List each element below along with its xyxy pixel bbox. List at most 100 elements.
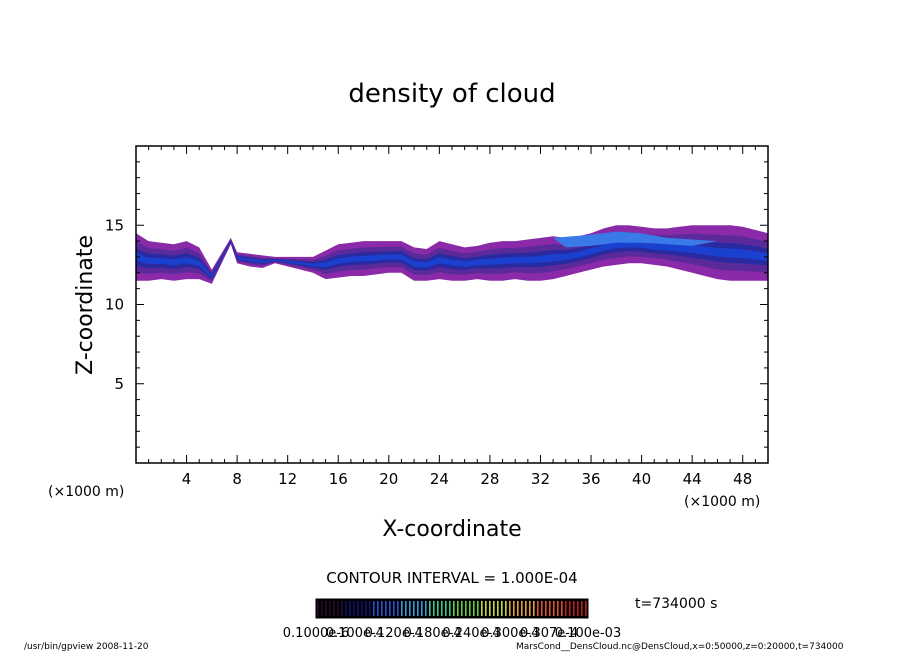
colorbar-stripe	[497, 601, 499, 616]
colorbar-stripe	[461, 601, 463, 616]
colorbar-stripe	[509, 601, 511, 616]
colorbar-stripe	[573, 601, 575, 616]
colorbar-stripe	[545, 601, 547, 616]
footer-left: /usr/bin/gpview 2008-11-20	[24, 642, 149, 652]
x-tick-label: 48	[733, 470, 752, 488]
x-tick-labels: 4 8 12 16 20 24 28 32 36 40 44 48	[182, 470, 752, 488]
colorbar-stripe	[553, 601, 555, 616]
colorbar-label: 0.1000e-6	[283, 626, 349, 641]
time-label: t=734000 s	[635, 596, 717, 612]
colorbar-stripe	[517, 601, 519, 616]
colorbar-stripe	[521, 601, 523, 616]
colorbar-stripe	[325, 601, 327, 616]
colorbar-stripe	[465, 601, 467, 616]
colorbar-stripe	[321, 601, 323, 616]
colorbar-label: 0.307e-4	[520, 626, 578, 641]
colorbar-label: 0.300e-4	[481, 626, 539, 641]
colorbar-stripe	[373, 601, 375, 616]
colorbar-stripe	[409, 601, 411, 616]
y-tick-label: 5	[114, 375, 124, 393]
colorbar-stripe	[341, 601, 343, 616]
colorbar-stripe	[485, 601, 487, 616]
colorbar-stripe	[549, 601, 551, 616]
y-tick-label: 15	[105, 216, 124, 234]
colorbar-stripe	[561, 601, 563, 616]
x-tick-label: 16	[329, 470, 348, 488]
colorbar-stripe	[489, 601, 491, 616]
colorbar-stripe	[353, 601, 355, 616]
colorbar-stripe	[405, 601, 407, 616]
colorbar-stripe	[437, 601, 439, 616]
colorbar-stripe	[377, 601, 379, 616]
colorbar-stripe	[445, 601, 447, 616]
colorbar-stripe	[385, 601, 387, 616]
colorbar-stripe	[365, 601, 367, 616]
colorbar-stripe	[581, 601, 583, 616]
colorbar-stripe	[501, 601, 503, 616]
colorbar-stripe	[393, 601, 395, 616]
colorbar-stripe	[525, 601, 527, 616]
x-tick-label: 12	[278, 470, 297, 488]
colorbar-stripe	[569, 601, 571, 616]
colorbar	[316, 599, 588, 618]
colorbar-label: 0.120e-4	[365, 626, 423, 641]
colorbar-stripe	[345, 601, 347, 616]
plot-frame	[135, 145, 769, 464]
colorbar-stripe	[481, 601, 483, 616]
colorbar-stripe	[369, 601, 371, 616]
colorbar-stripe	[585, 601, 587, 616]
colorbar-stripe	[413, 601, 415, 616]
colorbar-stripe	[433, 601, 435, 616]
chart-title: density of cloud	[348, 79, 555, 109]
colorbar-stripe	[389, 601, 391, 616]
colorbar-label: 0.180e-4	[403, 626, 461, 641]
colorbar-stripe	[513, 601, 515, 616]
colorbar-stripe	[565, 601, 567, 616]
cloud-field	[136, 225, 768, 284]
colorbar-label: 0.100e-4	[326, 626, 384, 641]
colorbar-stripe	[505, 601, 507, 616]
colorbar-stripe	[453, 601, 455, 616]
colorbar-stripe	[441, 601, 443, 616]
colorbar-stripe	[397, 601, 399, 616]
colorbar-stripe	[477, 601, 479, 616]
x-tick-label: 40	[632, 470, 651, 488]
footer-right: MarsCond__DensCloud.nc@DensCloud,x=0:500…	[516, 642, 844, 652]
colorbar-stripe	[317, 601, 319, 616]
colorbar-stripe	[401, 601, 403, 616]
colorbar-stripe	[421, 601, 423, 616]
x-unit-right: (×1000 m)	[684, 494, 760, 510]
x-tick-label: 32	[531, 470, 550, 488]
x-tick-label: 28	[480, 470, 499, 488]
colorbar-stripe	[449, 601, 451, 616]
x-tick-label: 44	[683, 470, 702, 488]
x-axis-label: X-coordinate	[382, 517, 521, 542]
colorbar-stripe	[417, 601, 419, 616]
colorbar-stripe	[469, 601, 471, 616]
colorbar-stripe	[349, 601, 351, 616]
colorbar-stripe	[493, 601, 495, 616]
x-tick-label: 36	[581, 470, 600, 488]
y-tick-labels: 5 10 15	[105, 216, 124, 393]
colorbar-stripe	[361, 601, 363, 616]
x-tick-label: 24	[430, 470, 449, 488]
colorbar-stripe	[357, 601, 359, 616]
colorbar-frame	[315, 598, 589, 619]
colorbar-stripe	[537, 601, 539, 616]
y-axis-label: Z-coordinate	[73, 235, 98, 375]
colorbar-stripe	[577, 601, 579, 616]
x-tick-label: 8	[232, 470, 242, 488]
x-tick-label: 4	[182, 470, 192, 488]
colorbar-stripe	[529, 601, 531, 616]
colorbar-stripe	[329, 601, 331, 616]
x-unit-left: (×1000 m)	[48, 484, 124, 500]
contour-interval-label: CONTOUR INTERVAL = 1.000E-04	[326, 569, 577, 587]
colorbar-stripe	[425, 601, 427, 616]
colorbar-stripe	[333, 601, 335, 616]
colorbar-stripe	[457, 601, 459, 616]
colorbar-label: 0.240e-4	[442, 626, 500, 641]
cloud-layer-peak	[553, 231, 718, 248]
colorbar-stripe	[541, 601, 543, 616]
colorbar-label: 0.100e-03	[555, 626, 621, 641]
axis-ticks	[136, 146, 768, 463]
